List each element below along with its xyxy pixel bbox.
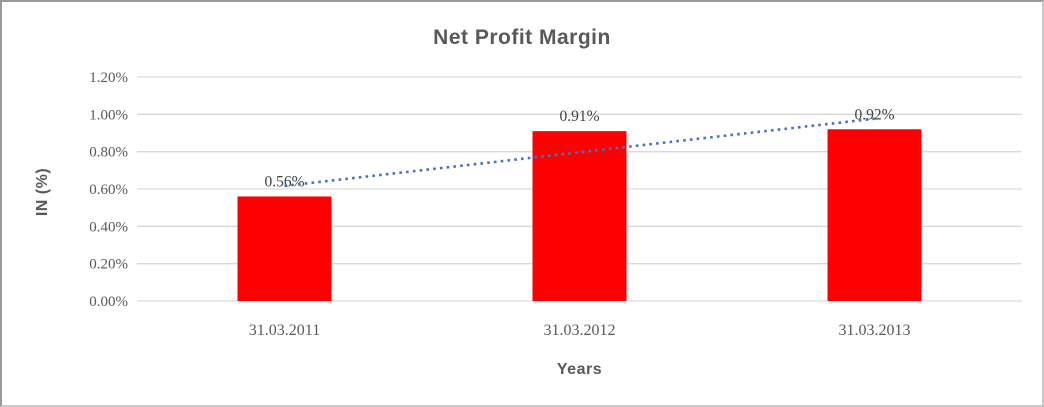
bar [532, 131, 627, 301]
bar-data-label: 0.92% [854, 106, 894, 123]
y-tick-label: 0.60% [89, 182, 128, 198]
y-tick-label: 0.00% [89, 294, 128, 310]
bar [237, 196, 332, 301]
y-tick-label: 0.20% [89, 257, 128, 273]
bar-data-label: 0.56% [264, 173, 304, 190]
chart-title: Net Profit Margin [433, 26, 611, 49]
x-tick-label: 31.03.2011 [249, 322, 320, 339]
bar-data-label: 0.91% [559, 108, 599, 125]
y-tick-label: 0.40% [89, 219, 128, 235]
y-tick-label: 1.20% [89, 70, 128, 86]
bar [827, 129, 922, 301]
x-tick-label: 31.03.2013 [839, 322, 911, 339]
x-tick-label: 31.03.2012 [544, 322, 616, 339]
y-tick-label: 1.00% [89, 107, 128, 123]
y-tick-label: 0.80% [89, 145, 128, 161]
x-axis-title: Years [556, 361, 603, 378]
